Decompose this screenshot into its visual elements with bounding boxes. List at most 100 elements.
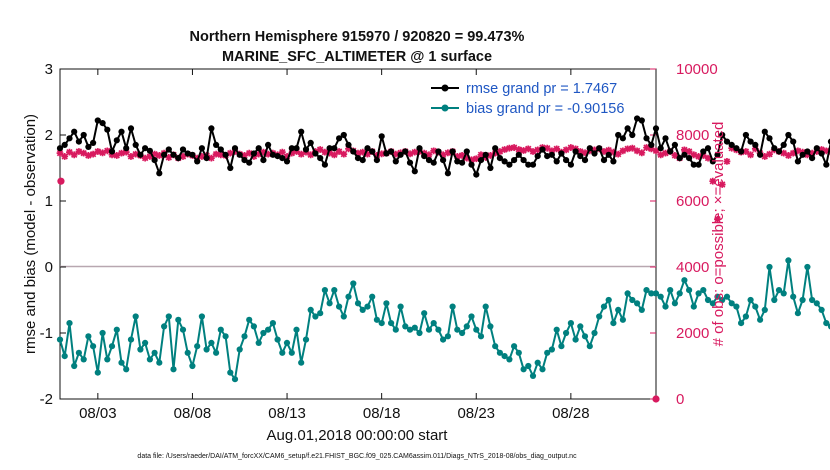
bias-point bbox=[132, 313, 139, 320]
rmse-point bbox=[501, 158, 508, 165]
bias-point bbox=[809, 296, 816, 304]
rmse-point bbox=[719, 131, 726, 139]
bias-point bbox=[288, 349, 295, 356]
obs-evaluated-point bbox=[605, 146, 613, 154]
rmse-point bbox=[66, 135, 73, 142]
bias-point bbox=[369, 293, 376, 300]
obs-evaluated-point bbox=[226, 149, 234, 157]
bias-point bbox=[94, 369, 101, 376]
obs-evaluated-point bbox=[316, 146, 324, 153]
rmse-point bbox=[388, 148, 395, 155]
bias-point bbox=[137, 346, 144, 353]
bias-point bbox=[506, 356, 513, 363]
obs-evaluated-point bbox=[122, 148, 130, 156]
bias-point bbox=[66, 320, 73, 327]
bias-point bbox=[392, 326, 399, 333]
rmse-point bbox=[250, 150, 257, 157]
y-tick-label: 2 bbox=[45, 127, 53, 144]
obs-evaluated-point bbox=[406, 150, 414, 158]
bias-point bbox=[634, 300, 641, 307]
rmse-point bbox=[567, 161, 575, 168]
rmse-point bbox=[596, 145, 603, 152]
bias-point bbox=[406, 326, 414, 333]
rmse-point bbox=[671, 141, 679, 148]
rmse-point bbox=[406, 159, 414, 166]
rmse-point bbox=[539, 146, 546, 153]
rmse-point bbox=[667, 148, 674, 155]
bias-point bbox=[354, 300, 362, 307]
bias-point bbox=[411, 324, 418, 331]
obs-evaluated-point bbox=[453, 153, 461, 160]
rmse-point bbox=[586, 145, 593, 152]
rmse-point bbox=[506, 161, 513, 168]
obs-evaluated-point bbox=[704, 154, 712, 162]
rmse-point bbox=[208, 125, 215, 132]
rmse-point bbox=[345, 141, 352, 148]
bias-point bbox=[213, 349, 220, 356]
y-tick-label: 3 bbox=[45, 61, 53, 78]
bias-point bbox=[757, 316, 764, 323]
obs-evaluated-point bbox=[496, 148, 504, 155]
obs-evaluated-point bbox=[699, 152, 707, 159]
obs-evaluated-point bbox=[718, 181, 726, 188]
rmse-point bbox=[690, 161, 697, 168]
rmse-point bbox=[757, 151, 764, 158]
rmse-point bbox=[780, 141, 787, 148]
rmse-point bbox=[236, 151, 243, 158]
rmse-point bbox=[700, 148, 707, 155]
rmse-point bbox=[477, 157, 485, 164]
rmse-point bbox=[411, 168, 418, 175]
rmse-point bbox=[449, 148, 456, 155]
rmse-point bbox=[638, 117, 645, 124]
bias-point bbox=[279, 349, 286, 356]
bias-point bbox=[823, 320, 830, 327]
bias-point bbox=[118, 359, 125, 366]
rmse-point bbox=[75, 138, 82, 145]
bias-point bbox=[638, 306, 645, 313]
obs-evaluated-point bbox=[217, 151, 225, 159]
bias-point bbox=[449, 303, 456, 310]
rmse-point bbox=[510, 157, 518, 164]
obs-evaluated-point bbox=[70, 151, 78, 159]
rmse-point bbox=[231, 145, 239, 152]
bias-point bbox=[671, 300, 679, 307]
rmse-point bbox=[217, 146, 224, 153]
y-axis-label: rmse and bias (model - observation) bbox=[22, 114, 39, 354]
legend-rmse-marker bbox=[441, 84, 449, 92]
bias-point bbox=[208, 339, 215, 346]
rmse-point bbox=[515, 151, 522, 158]
bias-point bbox=[283, 339, 291, 346]
bias-point bbox=[624, 290, 631, 297]
rmse-point bbox=[605, 151, 612, 158]
obs-evaluated-point bbox=[789, 149, 797, 157]
bias-point bbox=[643, 287, 650, 294]
rmse-point bbox=[738, 148, 745, 155]
bias-point bbox=[416, 329, 423, 337]
y-right-tick-label: 0 bbox=[676, 391, 684, 408]
rmse-point bbox=[279, 155, 286, 162]
obs-evaluated-point bbox=[56, 149, 64, 157]
rmse-point bbox=[269, 151, 276, 158]
rmse-point bbox=[809, 155, 816, 162]
obs-evaluated-point bbox=[80, 149, 88, 157]
bias-point bbox=[350, 280, 357, 287]
bias-point bbox=[113, 326, 120, 333]
bias-point bbox=[90, 343, 97, 350]
rmse-point bbox=[283, 158, 291, 165]
bias-point bbox=[501, 353, 508, 360]
bias-point bbox=[586, 343, 593, 350]
obs-evaluated-point bbox=[463, 154, 471, 162]
bias-point bbox=[553, 326, 560, 333]
rmse-point bbox=[492, 145, 499, 152]
obs-evaluated-point bbox=[165, 154, 173, 161]
obs-evaluated-point bbox=[505, 144, 513, 152]
x-tick-label: 08/08 bbox=[174, 405, 212, 422]
bias-point bbox=[71, 362, 78, 370]
rmse-point bbox=[350, 148, 357, 155]
bias-point bbox=[61, 353, 68, 360]
obs-evaluated-point bbox=[818, 146, 825, 153]
rmse-point bbox=[473, 171, 480, 178]
bias-point bbox=[440, 336, 447, 343]
rmse-point bbox=[634, 115, 641, 122]
rmse-point bbox=[179, 146, 187, 153]
